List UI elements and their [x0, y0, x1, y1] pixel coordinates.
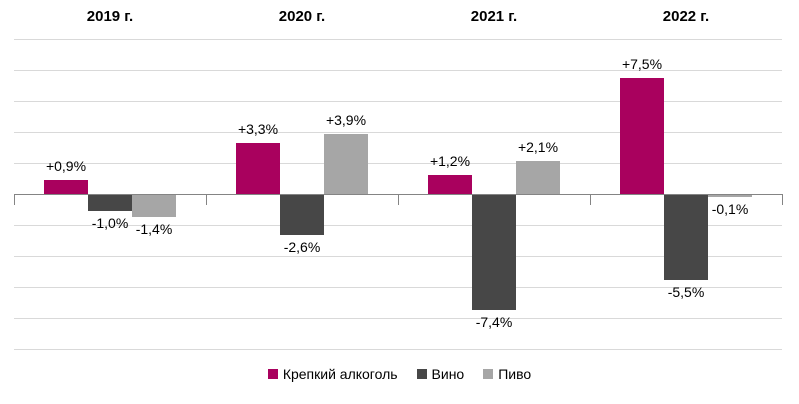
gridline	[14, 287, 782, 288]
bar-value-label: +3,9%	[325, 112, 367, 128]
legend-swatch-icon	[483, 369, 494, 379]
bar-value-label: -1,4%	[135, 221, 173, 237]
bar-value-label: -1,0%	[91, 215, 129, 231]
gridline	[14, 225, 782, 226]
bar-value-label: -7,4%	[475, 314, 513, 330]
bar-value-label: -0,1%	[711, 201, 749, 217]
bar-strong-alcohol	[44, 180, 88, 194]
gridline	[14, 163, 782, 164]
bar-strong-alcohol	[236, 143, 280, 194]
bar-wine	[472, 195, 516, 310]
axis-tick	[782, 194, 783, 205]
legend-label: Крепкий алкоголь	[282, 366, 398, 382]
axis-tick	[590, 194, 591, 205]
bar-beer	[516, 161, 560, 194]
bar-beer	[324, 134, 368, 194]
axis-tick	[206, 194, 207, 205]
gridline	[14, 318, 782, 319]
gridline	[14, 70, 782, 71]
bar-strong-alcohol	[428, 175, 472, 194]
bar-wine	[280, 195, 324, 235]
bar-value-label: +2,1%	[517, 139, 559, 155]
bar-beer	[708, 195, 752, 197]
category-label: 2019 г.	[86, 8, 134, 25]
bar-value-label: -2,6%	[283, 239, 321, 255]
gridline	[14, 132, 782, 133]
bar-value-label: -5,5%	[667, 284, 705, 300]
legend-item-wine: Вино	[416, 366, 465, 382]
category-label: 2020 г.	[278, 8, 326, 25]
bar-value-label: +7,5%	[621, 56, 663, 72]
legend-label: Вино	[431, 366, 465, 382]
bar-value-label: +0,9%	[45, 158, 87, 174]
category-label: 2022 г.	[662, 8, 710, 25]
gridline	[14, 101, 782, 102]
axis-tick	[398, 194, 399, 205]
chart-legend: Крепкий алкоголь Вино Пиво	[0, 366, 799, 382]
legend-swatch-icon	[416, 369, 427, 379]
legend-label: Пиво	[498, 366, 532, 382]
gridline	[14, 256, 782, 257]
bar-beer	[132, 195, 176, 217]
bar-value-label: +1,2%	[429, 153, 471, 169]
legend-item-strong-alcohol: Крепкий алкоголь	[267, 366, 398, 382]
bar-wine	[664, 195, 708, 280]
gridline	[14, 39, 782, 40]
gridline	[14, 349, 782, 350]
legend-item-beer: Пиво	[483, 366, 531, 382]
bar-value-label: +3,3%	[237, 121, 279, 137]
category-label: 2021 г.	[470, 8, 518, 25]
bar-wine	[88, 195, 132, 211]
legend-swatch-icon	[267, 369, 278, 379]
bar-strong-alcohol	[620, 78, 664, 194]
axis-tick	[14, 194, 15, 205]
